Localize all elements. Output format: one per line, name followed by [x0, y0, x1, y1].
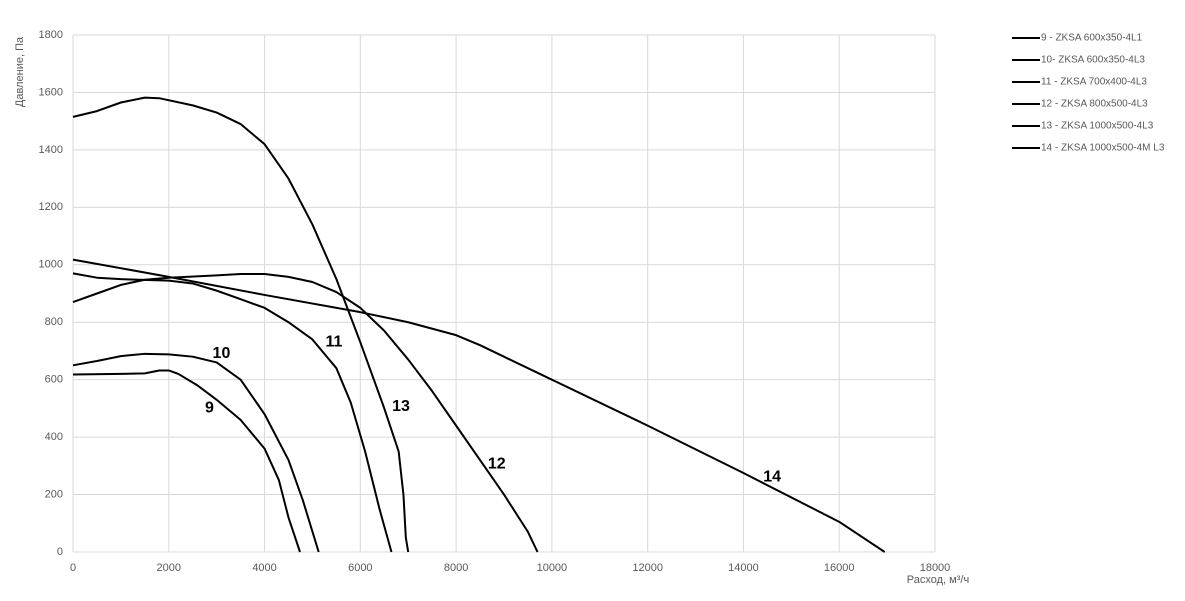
y-tick-label: 1000	[39, 259, 63, 271]
x-tick-label: 18000	[920, 562, 951, 574]
x-tick-label: 14000	[728, 562, 759, 574]
x-tick-label: 8000	[444, 562, 468, 574]
curve-label: 11	[326, 334, 343, 351]
series-line	[72, 258, 886, 553]
legend-label: 10- ZKSA 600x350-4L3	[1041, 55, 1145, 66]
y-tick-label: 1400	[39, 144, 63, 156]
series-line	[72, 272, 393, 553]
series-line	[72, 352, 320, 553]
y-tick-label: 1200	[39, 201, 63, 213]
x-tick-label: 6000	[348, 562, 372, 574]
x-tick-label: 0	[70, 562, 76, 574]
y-tick-label: 1800	[39, 29, 63, 41]
legend-label: 12 - ZKSA 800x500-4L3	[1041, 99, 1148, 110]
curve-label: 14	[763, 469, 781, 486]
series-line	[72, 369, 301, 553]
y-tick-label: 200	[45, 488, 63, 500]
curve-label: 13	[392, 398, 410, 415]
y-tick-label: 1600	[39, 86, 63, 98]
y-tick-label: 800	[45, 316, 63, 328]
x-tick-label: 16000	[824, 562, 855, 574]
series-line	[72, 96, 410, 553]
series-line	[72, 272, 539, 553]
y-tick-label: 600	[45, 374, 63, 386]
legend-label: 11 - ZKSA 700x400-4L3	[1041, 77, 1147, 88]
legend-label: 9 - ZKSA 600x350-4L1	[1041, 33, 1143, 44]
y-axis-title: Давление, Па	[14, 36, 26, 107]
curve-label: 9	[205, 400, 214, 417]
curve-label: 12	[488, 456, 506, 473]
x-tick-label: 12000	[632, 562, 663, 574]
legend-label: 14 - ZKSA 1000x500-4M L3	[1041, 143, 1165, 154]
x-tick-label: 4000	[252, 562, 276, 574]
x-axis-title: Расход, м³/ч	[907, 574, 969, 586]
y-tick-label: 0	[57, 546, 63, 558]
x-tick-label: 10000	[537, 562, 568, 574]
x-tick-label: 2000	[157, 562, 181, 574]
y-tick-label: 400	[45, 431, 63, 443]
legend-label: 13 - ZKSA 1000x500-4L3	[1041, 121, 1154, 132]
curve-label: 10	[213, 345, 231, 362]
